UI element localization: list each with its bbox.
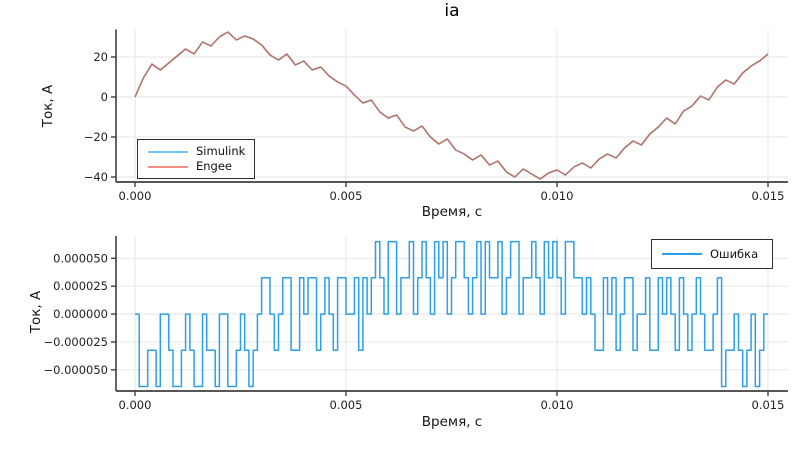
bottom-x-axis-label: Время, с xyxy=(421,414,483,430)
bottom-chart-plot: 0.000 0.005 0.010 0.015 0.000050 0.000025 0.00… xyxy=(43,236,788,412)
y-tick-label: 20 xyxy=(93,50,108,64)
engee-line-swatch xyxy=(148,165,188,168)
y-tick-label: 0.000025 xyxy=(53,279,108,293)
y-tick-label: 0.000000 xyxy=(53,307,108,321)
simulink-legend-label: Simulink xyxy=(196,144,246,158)
legend-entry-simulink: Simulink xyxy=(148,144,246,159)
y-tick-label: −0.000025 xyxy=(43,335,108,349)
y-tick-label: 0 xyxy=(101,90,108,104)
simulink-line-swatch xyxy=(148,150,188,153)
x-tick-label: 0.000 xyxy=(119,398,152,412)
y-tick-label: −0.000050 xyxy=(43,363,108,377)
x-tick-label: 0.000 xyxy=(119,189,152,203)
x-tick-label: 0.010 xyxy=(541,189,574,203)
series-line-Ошибка xyxy=(135,240,768,388)
x-tick-label: 0.015 xyxy=(752,189,785,203)
engee-legend-label: Engee xyxy=(196,159,233,173)
y-tick-label: 0.000050 xyxy=(53,251,108,265)
top-x-axis-label: Время, с xyxy=(421,204,483,220)
legend-entry-error: Ошибка xyxy=(662,247,764,262)
x-tick-label: 0.005 xyxy=(330,189,363,203)
x-tick-label: 0.005 xyxy=(330,398,363,412)
series-line-Engee xyxy=(134,31,769,180)
bottom-y-axis-label: Ток, А xyxy=(28,290,44,334)
y-tick-label: −40 xyxy=(84,170,108,184)
error-line-swatch xyxy=(662,253,702,255)
top-chart-plot: 0.000 0.005 0.010 0.015 20 0 −20 −40 xyxy=(84,29,788,203)
top-y-axis-label: Ток, А xyxy=(40,84,56,128)
x-tick-label: 0.010 xyxy=(541,398,574,412)
top-legend: Simulink Engee xyxy=(137,139,255,179)
error-legend-label: Ошибка xyxy=(710,246,759,261)
y-tick-label: −20 xyxy=(84,130,108,144)
legend-entry-engee: Engee xyxy=(148,159,246,174)
bottom-legend: Ошибка xyxy=(651,239,773,269)
x-tick-label: 0.015 xyxy=(752,398,785,412)
chart-title: ia xyxy=(444,1,460,21)
